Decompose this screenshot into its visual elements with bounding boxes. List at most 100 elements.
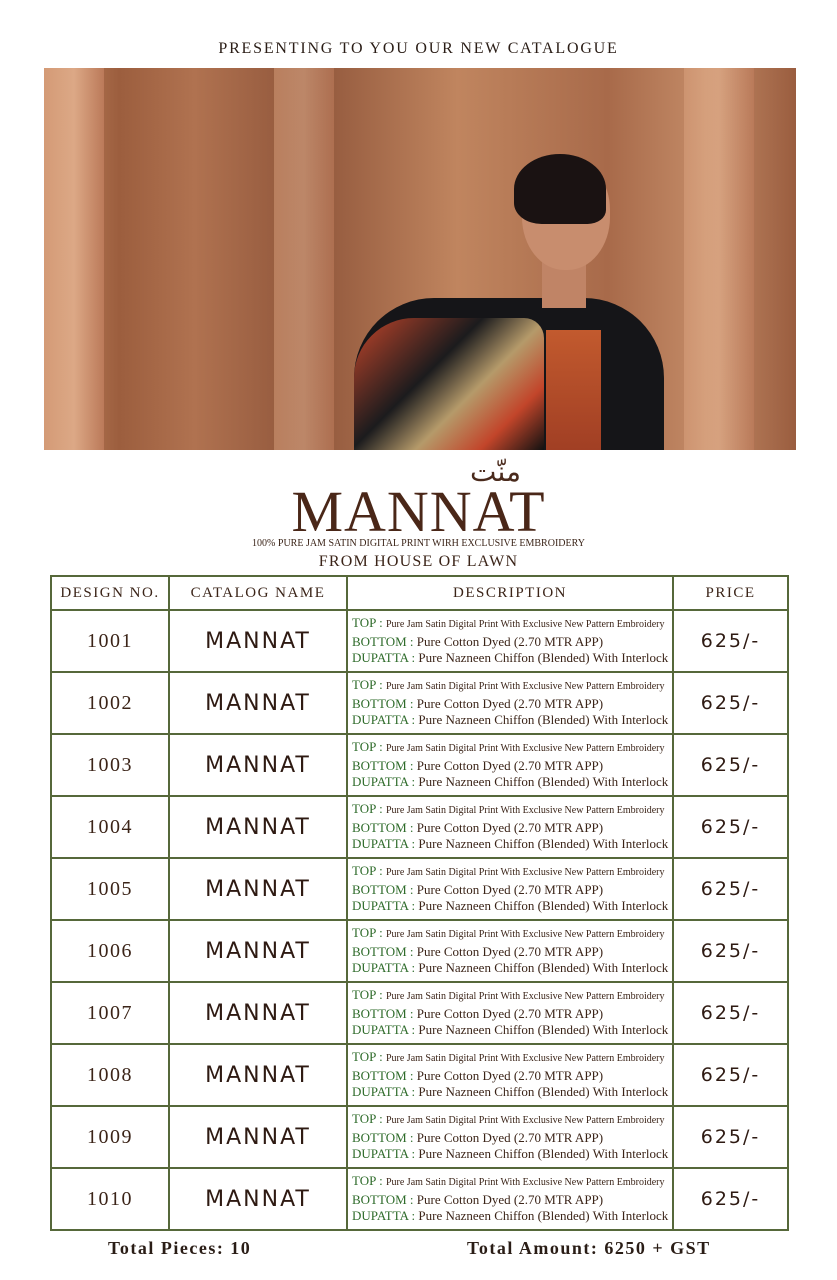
dupatta-text: Pure Nazneen Chiffon (Blended) With Inte… [418, 836, 669, 852]
bottom-label: BOTTOM : [352, 943, 414, 959]
catalog-name: MANNAT [168, 919, 348, 983]
design-no: 1009 [50, 1105, 170, 1169]
dupatta-text: Pure Nazneen Chiffon (Blended) With Inte… [418, 650, 669, 666]
price: 625/- [672, 795, 789, 859]
top-text: Pure Jam Satin Digital Print With Exclus… [385, 743, 665, 755]
dupatta-label: DUPATTA : [352, 960, 416, 976]
table-row: 1007 MANNAT TOP : Pure Jam Satin Digital… [50, 981, 789, 1045]
header-design-no: DESIGN NO. [50, 575, 170, 611]
dupatta-label: DUPATTA : [352, 1022, 416, 1038]
dupatta-text: Pure Nazneen Chiffon (Blended) With Inte… [418, 774, 669, 790]
description: TOP : Pure Jam Satin Digital Print With … [346, 857, 674, 921]
header-title: PRESENTING TO YOU OUR NEW CATALOGUE [218, 40, 619, 57]
top-label: TOP : [352, 1111, 383, 1127]
header-catalog-name: CATALOG NAME [168, 575, 348, 611]
table-header-row: DESIGN NO. CATALOG NAME DESCRIPTION PRIC… [50, 575, 789, 611]
bottom-label: BOTTOM : [352, 633, 414, 649]
top-label: TOP : [352, 987, 383, 1003]
top-text: Pure Jam Satin Digital Print With Exclus… [385, 681, 665, 693]
bottom-text: Pure Cotton Dyed (2.70 MTR APP) [416, 1129, 604, 1145]
dupatta-text: Pure Nazneen Chiffon (Blended) With Inte… [418, 898, 669, 914]
top-label: TOP : [352, 1173, 383, 1189]
dupatta-label: DUPATTA : [352, 1084, 416, 1100]
design-no: 1004 [50, 795, 170, 859]
description: TOP : Pure Jam Satin Digital Print With … [346, 609, 674, 673]
catalogue-table: DESIGN NO. CATALOG NAME DESCRIPTION PRIC… [50, 575, 789, 1231]
bottom-text: Pure Cotton Dyed (2.70 MTR APP) [416, 881, 604, 897]
brand-house: FROM HOUSE OF LAWN [318, 553, 519, 570]
catalog-name: MANNAT [168, 1167, 348, 1231]
catalog-name: MANNAT [168, 609, 348, 673]
price: 625/- [672, 919, 789, 983]
dupatta-label: DUPATTA : [352, 650, 416, 666]
top-text: Pure Jam Satin Digital Print With Exclus… [385, 805, 665, 817]
header-description: DESCRIPTION [346, 575, 674, 611]
bottom-label: BOTTOM : [352, 819, 414, 835]
design-no: 1002 [50, 671, 170, 735]
top-label: TOP : [352, 801, 383, 817]
description: TOP : Pure Jam Satin Digital Print With … [346, 733, 674, 797]
brand-tagline: 100% PURE JAM SATIN DIGITAL PRINT WIRH E… [252, 538, 585, 549]
design-no: 1001 [50, 609, 170, 673]
bottom-label: BOTTOM : [352, 1067, 414, 1083]
bottom-label: BOTTOM : [352, 1005, 414, 1021]
dupatta-text: Pure Nazneen Chiffon (Blended) With Inte… [418, 960, 669, 976]
bottom-text: Pure Cotton Dyed (2.70 MTR APP) [416, 1005, 604, 1021]
bottom-label: BOTTOM : [352, 1129, 414, 1145]
description: TOP : Pure Jam Satin Digital Print With … [346, 919, 674, 983]
table-row: 1001 MANNAT TOP : Pure Jam Satin Digital… [50, 609, 789, 673]
table-row: 1004 MANNAT TOP : Pure Jam Satin Digital… [50, 795, 789, 859]
table-row: 1005 MANNAT TOP : Pure Jam Satin Digital… [50, 857, 789, 921]
top-text: Pure Jam Satin Digital Print With Exclus… [385, 867, 665, 879]
bottom-text: Pure Cotton Dyed (2.70 MTR APP) [416, 757, 604, 773]
total-amount: Total Amount: 6250 + GST [467, 1238, 711, 1258]
design-no: 1007 [50, 981, 170, 1045]
top-text: Pure Jam Satin Digital Print With Exclus… [385, 619, 665, 631]
bottom-text: Pure Cotton Dyed (2.70 MTR APP) [416, 1191, 604, 1207]
header-price: PRICE [672, 575, 789, 611]
top-label: TOP : [352, 677, 383, 693]
dupatta-label: DUPATTA : [352, 1208, 416, 1224]
bottom-label: BOTTOM : [352, 881, 414, 897]
table-row: 1002 MANNAT TOP : Pure Jam Satin Digital… [50, 671, 789, 735]
price: 625/- [672, 1043, 789, 1107]
design-no: 1006 [50, 919, 170, 983]
description: TOP : Pure Jam Satin Digital Print With … [346, 1105, 674, 1169]
price: 625/- [672, 857, 789, 921]
catalog-name: MANNAT [168, 795, 348, 859]
design-no: 1010 [50, 1167, 170, 1231]
table-row: 1006 MANNAT TOP : Pure Jam Satin Digital… [50, 919, 789, 983]
top-text: Pure Jam Satin Digital Print With Exclus… [385, 1177, 665, 1189]
catalog-name: MANNAT [168, 733, 348, 797]
catalog-name: MANNAT [168, 857, 348, 921]
bottom-label: BOTTOM : [352, 1191, 414, 1207]
top-label: TOP : [352, 925, 383, 941]
price: 625/- [672, 609, 789, 673]
dupatta-text: Pure Nazneen Chiffon (Blended) With Inte… [418, 712, 669, 728]
top-label: TOP : [352, 863, 383, 879]
description: TOP : Pure Jam Satin Digital Print With … [346, 1043, 674, 1107]
top-text: Pure Jam Satin Digital Print With Exclus… [385, 991, 665, 1003]
top-label: TOP : [352, 739, 383, 755]
description: TOP : Pure Jam Satin Digital Print With … [346, 981, 674, 1045]
top-label: TOP : [352, 1049, 383, 1065]
dupatta-text: Pure Nazneen Chiffon (Blended) With Inte… [418, 1146, 669, 1162]
catalog-name: MANNAT [168, 671, 348, 735]
table-row: 1010 MANNAT TOP : Pure Jam Satin Digital… [50, 1167, 789, 1231]
dupatta-label: DUPATTA : [352, 1146, 416, 1162]
description: TOP : Pure Jam Satin Digital Print With … [346, 671, 674, 735]
bottom-text: Pure Cotton Dyed (2.70 MTR APP) [416, 943, 604, 959]
catalog-name: MANNAT [168, 981, 348, 1045]
model-photo [44, 68, 796, 450]
price: 625/- [672, 1167, 789, 1231]
price: 625/- [672, 671, 789, 735]
dupatta-text: Pure Nazneen Chiffon (Blended) With Inte… [418, 1084, 669, 1100]
bottom-label: BOTTOM : [352, 757, 414, 773]
table-row: 1003 MANNAT TOP : Pure Jam Satin Digital… [50, 733, 789, 797]
bottom-text: Pure Cotton Dyed (2.70 MTR APP) [416, 695, 604, 711]
design-no: 1003 [50, 733, 170, 797]
dupatta-text: Pure Nazneen Chiffon (Blended) With Inte… [418, 1208, 669, 1224]
dupatta-text: Pure Nazneen Chiffon (Blended) With Inte… [418, 1022, 669, 1038]
bottom-text: Pure Cotton Dyed (2.70 MTR APP) [416, 819, 604, 835]
